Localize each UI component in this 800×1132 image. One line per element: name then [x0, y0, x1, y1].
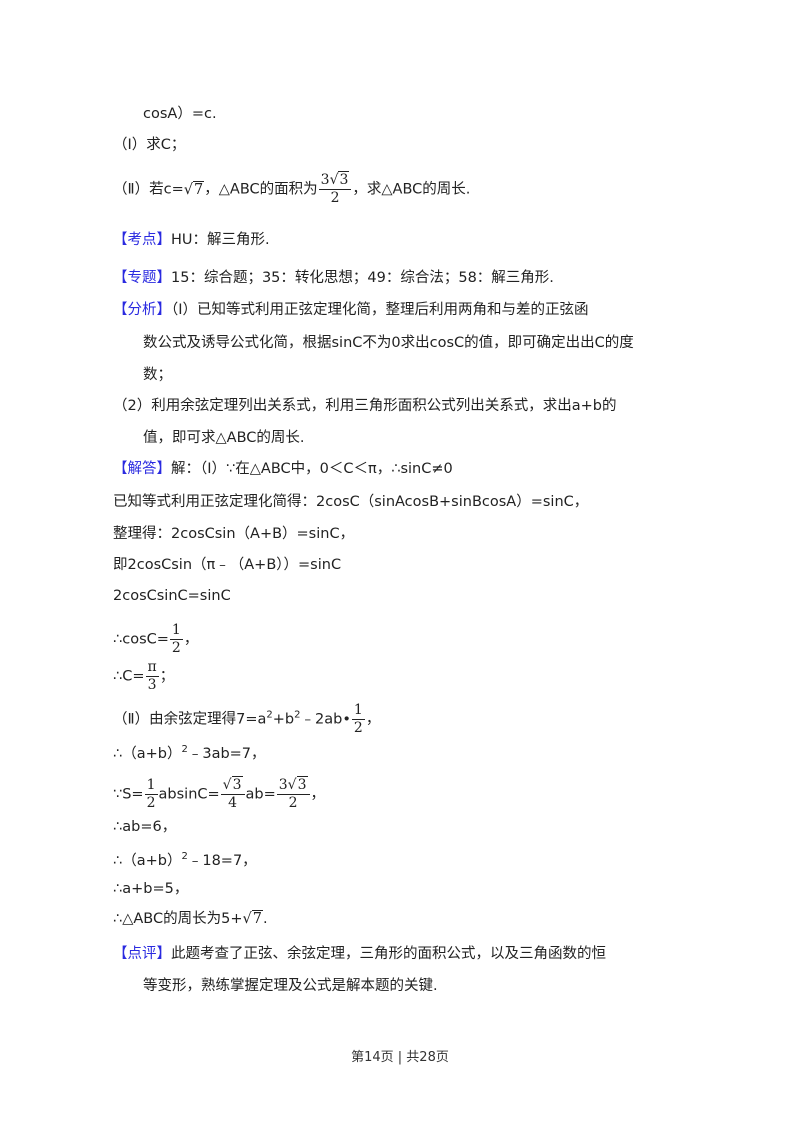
step: （Ⅱ）由余弦定理得7=a2+b2﹣2ab• 1 2， — [113, 702, 381, 736]
step: 2cosCsinC=sinC — [113, 588, 231, 604]
section-text: （2）利用余弦定理列出关系式，利用三角形面积公式列出关系式，求出a+b的 — [113, 398, 617, 414]
radicand: 3 — [338, 171, 350, 188]
step: 已知等式利用正弦定理化简得：2cosC（sinAcosB+sinBcosA）=s… — [113, 494, 589, 510]
sqrt: 7 — [243, 910, 263, 927]
zhuanti: 【专题】15：综合题；35：转化思想；49：综合法；58：解三角形. — [113, 268, 554, 288]
section-text: HU：解三角形. — [171, 232, 270, 248]
sqrt: 3 — [330, 171, 350, 188]
step: ∴cosC= 1 2， — [113, 622, 199, 656]
step: ∴（a+b）2﹣18=7， — [113, 851, 257, 869]
section-label: 【专题】 — [113, 270, 171, 286]
step: 整理得：2cosCsin（A+B）=sinC， — [113, 526, 355, 542]
step: 即2cosCsin（π﹣（A+B））=sinC — [113, 557, 342, 573]
denominator: 2 — [330, 190, 340, 206]
section-label: 【分析】 — [113, 302, 171, 318]
text: ，△ABC的面积为 — [204, 181, 318, 198]
section-label: 【点评】 — [113, 946, 171, 962]
section-text: 数公式及诱导公式化简，根据sinC不为0求出cosC的值，即可确定出出C的度 — [143, 335, 634, 351]
page-footer: 第14页 | 共28页 — [351, 1050, 449, 1065]
section-label: 【解答】 — [113, 461, 171, 477]
question-part2: （Ⅱ）若c=7，△ABC的面积为332，求△ABC的周长. — [113, 171, 471, 207]
step: ∴（a+b）2﹣3ab=7， — [113, 744, 266, 762]
kaodian: 【考点】HU：解三角形. — [113, 230, 270, 250]
section-text: （Ⅰ）已知等式利用正弦定理化简，整理后利用两角和与差的正弦函 — [171, 302, 589, 318]
section-text: 等变形，熟练掌握定理及公式是解本题的关键. — [143, 978, 438, 994]
section-label: 【考点】 — [113, 232, 171, 248]
radicand: 7 — [193, 180, 205, 198]
step: ∴ab=6， — [113, 819, 177, 835]
section-text: 数； — [143, 367, 172, 383]
section-text: 值，即可求△ABC的周长. — [143, 430, 305, 446]
text: （Ⅱ）若c= — [113, 181, 184, 198]
question-part1: （Ⅰ）求C； — [113, 137, 186, 153]
coef: 3 — [320, 172, 330, 188]
question-line0: cosA）=c. — [143, 106, 217, 122]
fraction: 332 — [276, 776, 310, 812]
section-text: 解：（Ⅰ）∵在△ABC中，0＜C＜π，∴sinC≠0 — [171, 461, 453, 477]
fraction: 332 — [318, 171, 352, 207]
sqrt: 7 — [184, 180, 205, 198]
text: ，求△ABC的周长. — [352, 181, 471, 198]
step: ∴△ABC的周长为5+7. — [113, 909, 268, 929]
section-text: 15：综合题；35：转化思想；49：综合法；58：解三角形. — [171, 270, 554, 286]
fraction: 34 — [220, 776, 245, 812]
step: ∴a+b=5， — [113, 881, 189, 897]
section-text: 此题考查了正弦、余弦定理，三角形的面积公式，以及三角函数的恒 — [171, 946, 606, 962]
step: ∴C= π 3； — [113, 659, 175, 693]
